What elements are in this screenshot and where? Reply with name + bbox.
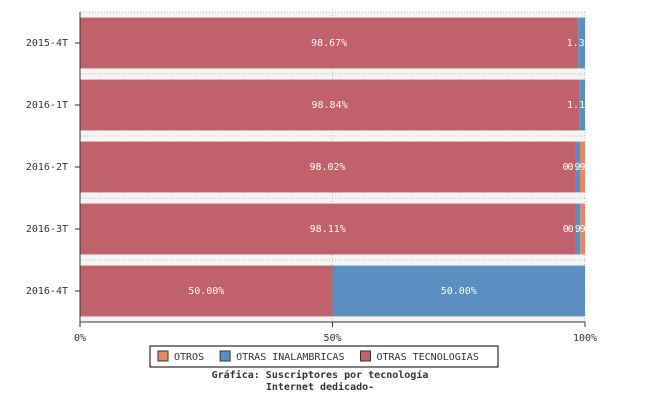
chart-subtitle: Internet dedicado- [266, 381, 374, 393]
bar-segment [80, 17, 579, 69]
legend-label: OTRAS TECNOLOGIAS [376, 352, 478, 363]
bar-segment [580, 203, 585, 255]
x-tick-label: 100% [573, 333, 597, 344]
legend-swatch [157, 350, 169, 362]
chart-title: Gráfica: Suscriptores por tecnología [212, 369, 429, 381]
y-tick-label: 2015-4T [26, 38, 68, 49]
legend-label: OTRAS INALAMBRICAS [236, 352, 344, 363]
y-tick-label: 2016-2T [26, 162, 68, 173]
data-label: 98.02% [309, 162, 345, 173]
data-label: 1.33% [567, 38, 597, 49]
bar-segment [80, 141, 576, 193]
bar-segment [580, 141, 585, 193]
bar-segment [80, 265, 333, 317]
data-label: 98.11% [310, 224, 346, 235]
data-label: 0.99% [567, 162, 597, 173]
data-label: 0.95% [563, 224, 593, 235]
legend-swatch [359, 350, 371, 362]
bar-segment [332, 265, 585, 317]
data-label: 1.16% [567, 100, 597, 111]
bar-segment [80, 203, 576, 255]
x-tick-label: 50% [323, 333, 341, 344]
data-label: 98.67% [311, 38, 347, 49]
legend-label: OTROS [174, 352, 204, 363]
bars: 98.67% 1.33% 98.84% 1.16% 98.02% 0.99%0.99% 98… [80, 17, 598, 317]
data-label: 0.99% [562, 162, 592, 173]
data-label: 50.00% [188, 286, 224, 297]
bar-segment [575, 141, 581, 193]
legend-swatch [219, 350, 231, 362]
data-label: 50.00% [441, 286, 477, 297]
bar-segment [575, 203, 581, 255]
bar-segment [80, 79, 580, 131]
bar-segment [578, 17, 585, 69]
y-tick-label: 2016-3T [26, 224, 68, 235]
data-label: 0.94% [568, 224, 598, 235]
data-label: 98.84% [312, 100, 348, 111]
y-tick-label: 2016-4T [26, 286, 68, 297]
legend-box [149, 345, 499, 368]
y-tick-label: 2016-1T [26, 100, 68, 111]
x-tick-label: 0% [74, 333, 86, 344]
bar-segment [579, 79, 585, 131]
